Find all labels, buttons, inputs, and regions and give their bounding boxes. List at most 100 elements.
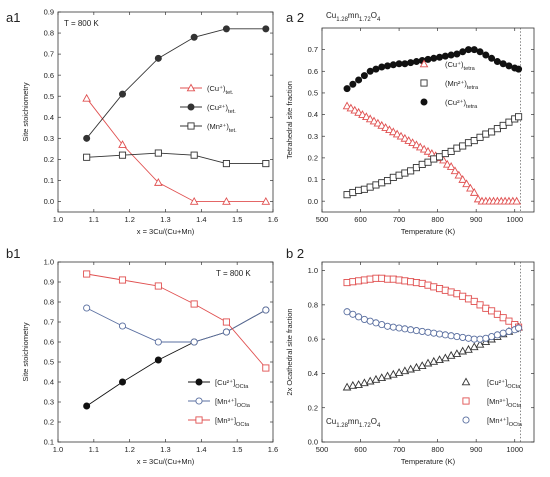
data-point xyxy=(222,160,230,168)
legend-label: [Cu²⁺]OCta xyxy=(215,378,249,390)
data-point xyxy=(412,58,420,66)
legend: [Cu²⁺]OCta [Mn⁴⁺]OCta [Mn³⁺]OCta xyxy=(188,378,251,428)
y-tick-label: 0.5 xyxy=(308,89,318,98)
series-line xyxy=(86,273,267,369)
data-point xyxy=(262,25,270,33)
data-point xyxy=(470,297,478,305)
data-point xyxy=(430,155,438,163)
data-point xyxy=(118,276,127,284)
data-point xyxy=(462,179,471,188)
x-tick-label: 1.5 xyxy=(232,445,242,454)
panel-label-a1: a1 xyxy=(6,10,20,25)
data-point xyxy=(361,112,371,121)
data-point xyxy=(459,333,467,341)
data-point xyxy=(366,67,374,75)
data-point xyxy=(476,301,484,309)
data-point xyxy=(154,338,162,346)
legend-label: [Mn⁴⁺]OCta xyxy=(487,416,523,428)
data-point xyxy=(459,292,467,300)
annotation: Cu1.28mn1.72O4 xyxy=(326,11,381,23)
series-2 xyxy=(343,274,523,331)
data-point xyxy=(355,277,363,285)
data-point xyxy=(419,144,429,153)
data-point xyxy=(476,335,484,343)
data-point xyxy=(154,356,162,364)
data-point xyxy=(476,48,484,56)
legend-entry: (Mn²⁺)tet. xyxy=(180,122,237,134)
data-point xyxy=(343,308,351,316)
data-point xyxy=(482,334,490,342)
plot-frame xyxy=(321,261,535,443)
data-point xyxy=(515,65,523,73)
y-tick-label: 0.6 xyxy=(44,338,54,347)
data-point xyxy=(493,310,501,318)
legend-entry: [Mn⁴⁺]OCta xyxy=(462,416,523,428)
data-point xyxy=(447,332,455,340)
data-point xyxy=(482,51,490,59)
series-1 xyxy=(82,93,271,205)
legend-marker xyxy=(420,98,428,106)
data-point xyxy=(476,133,484,141)
panel-label-b2: b 2 xyxy=(286,246,304,261)
data-point xyxy=(366,317,374,325)
data-point xyxy=(395,324,403,332)
series-line xyxy=(86,307,267,343)
y-tick-label: 0.2 xyxy=(308,403,318,412)
x-tick-label: 800 xyxy=(431,445,444,454)
data-point xyxy=(401,60,409,68)
legend-label: (Mn²⁺)tet. xyxy=(207,122,237,134)
y-tick-label: 0.7 xyxy=(44,50,54,59)
data-point xyxy=(488,333,496,341)
y-tick-label: 0.5 xyxy=(44,358,54,367)
data-point xyxy=(83,134,91,142)
data-point xyxy=(441,150,449,158)
series-3 xyxy=(343,46,523,93)
y-tick-label: 0.4 xyxy=(44,113,54,122)
data-point xyxy=(395,60,403,68)
legend-entry: (Cu⁺)tet. xyxy=(180,83,234,96)
data-point xyxy=(512,196,521,205)
data-point xyxy=(349,310,357,318)
data-point xyxy=(262,160,270,168)
legend-label: [Mn⁴⁺]OCta xyxy=(215,397,251,409)
data-point xyxy=(190,33,198,41)
data-point xyxy=(488,128,496,136)
data-point xyxy=(454,170,464,179)
data-point xyxy=(493,58,501,66)
data-point xyxy=(493,331,501,339)
data-point xyxy=(424,55,432,63)
data-point xyxy=(349,278,357,286)
y-tick-label: 0.5 xyxy=(44,92,54,101)
data-point xyxy=(190,338,198,346)
data-point xyxy=(383,322,392,330)
data-point xyxy=(430,54,438,62)
legend-label: [Cu²⁺]OCta xyxy=(487,378,521,390)
data-point xyxy=(118,322,127,330)
y-tick-label: 0.8 xyxy=(44,29,54,38)
data-point xyxy=(412,164,420,172)
data-point xyxy=(355,76,363,84)
series-line xyxy=(86,98,266,202)
x-tick-label: 900 xyxy=(470,215,483,224)
x-tick-label: 500 xyxy=(316,215,329,224)
x-tick-label: 1.3 xyxy=(160,215,170,224)
panel-b1: b1 1.0 1.1 1.2 1.3 1.4 1.5 1.6 0.1 0.2 0.3 0.4 0.5 0.… xyxy=(6,246,278,466)
x-axis-label: x = 3Cu/(Cu+Mn) xyxy=(137,457,195,466)
legend-label: (Cu⁺)tetra xyxy=(445,60,476,72)
data-point xyxy=(442,159,452,168)
data-point xyxy=(441,286,449,294)
legend-label: [Mn³⁺]OCta xyxy=(215,416,250,428)
data-point xyxy=(408,138,417,147)
data-point xyxy=(190,151,198,159)
x-tick-label: 500 xyxy=(316,445,329,454)
data-point xyxy=(499,121,507,129)
data-point xyxy=(459,48,467,56)
data-point xyxy=(392,129,402,138)
data-point xyxy=(441,353,450,362)
data-point xyxy=(412,279,420,287)
data-point xyxy=(378,321,386,329)
data-point xyxy=(441,331,449,339)
legend-label: (Mn²⁺)tetra xyxy=(445,79,479,91)
panel-label-a2: a 2 xyxy=(286,10,304,25)
legend-entry: (Mn²⁺)tetra xyxy=(420,79,479,91)
